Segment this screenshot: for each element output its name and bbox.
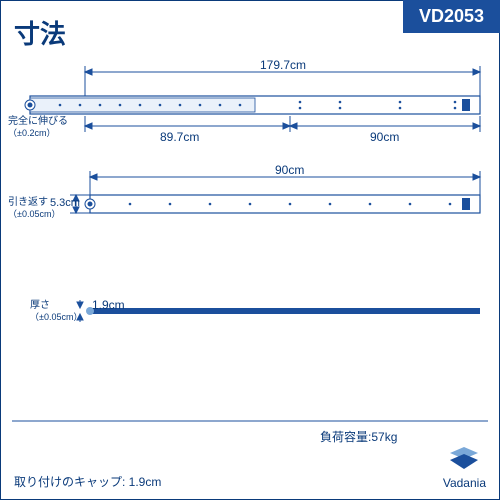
divider bbox=[0, 420, 500, 422]
cap-label: 取り付けのキャップ: 1.9cm bbox=[14, 473, 161, 490]
thickness-value: 1.9cm bbox=[92, 298, 125, 312]
seg-right: 90cm bbox=[370, 130, 399, 144]
footer: 取り付けのキャップ: 1.9cm 負荷容量:57kg Vadania bbox=[0, 447, 500, 490]
thickness-label: 厚さ （±0.05cm） bbox=[30, 300, 82, 324]
retract-label: 引き返す （±0.05cm） bbox=[8, 197, 60, 221]
brand: Vadania bbox=[443, 447, 486, 490]
load-value: 57kg bbox=[371, 430, 397, 444]
retract-label-tol: （±0.05cm） bbox=[8, 209, 60, 219]
retract-label-title: 引き返す bbox=[8, 197, 48, 208]
closed-length: 90cm bbox=[275, 163, 304, 177]
total-length: 179.7cm bbox=[260, 58, 306, 72]
brand-name: Vadania bbox=[443, 476, 486, 490]
thickness-label-title: 厚さ bbox=[30, 300, 50, 311]
load-label: 負荷容量: bbox=[320, 430, 371, 444]
thickness-label-tol: （±0.05cm） bbox=[30, 312, 82, 322]
extend-label-tol: （±0.2cm） bbox=[8, 128, 55, 138]
extended-rail-diagram bbox=[0, 60, 500, 150]
vadania-logo-icon bbox=[450, 447, 478, 469]
load-capacity: 負荷容量:57kg bbox=[320, 428, 397, 445]
model-badge: VD2053 bbox=[403, 0, 500, 33]
seg-left: 89.7cm bbox=[160, 130, 199, 144]
page-title: 寸法 bbox=[14, 14, 66, 51]
extend-label: 完全に伸びる （±0.2cm） bbox=[8, 116, 68, 140]
extend-label-title: 完全に伸びる bbox=[8, 116, 68, 127]
